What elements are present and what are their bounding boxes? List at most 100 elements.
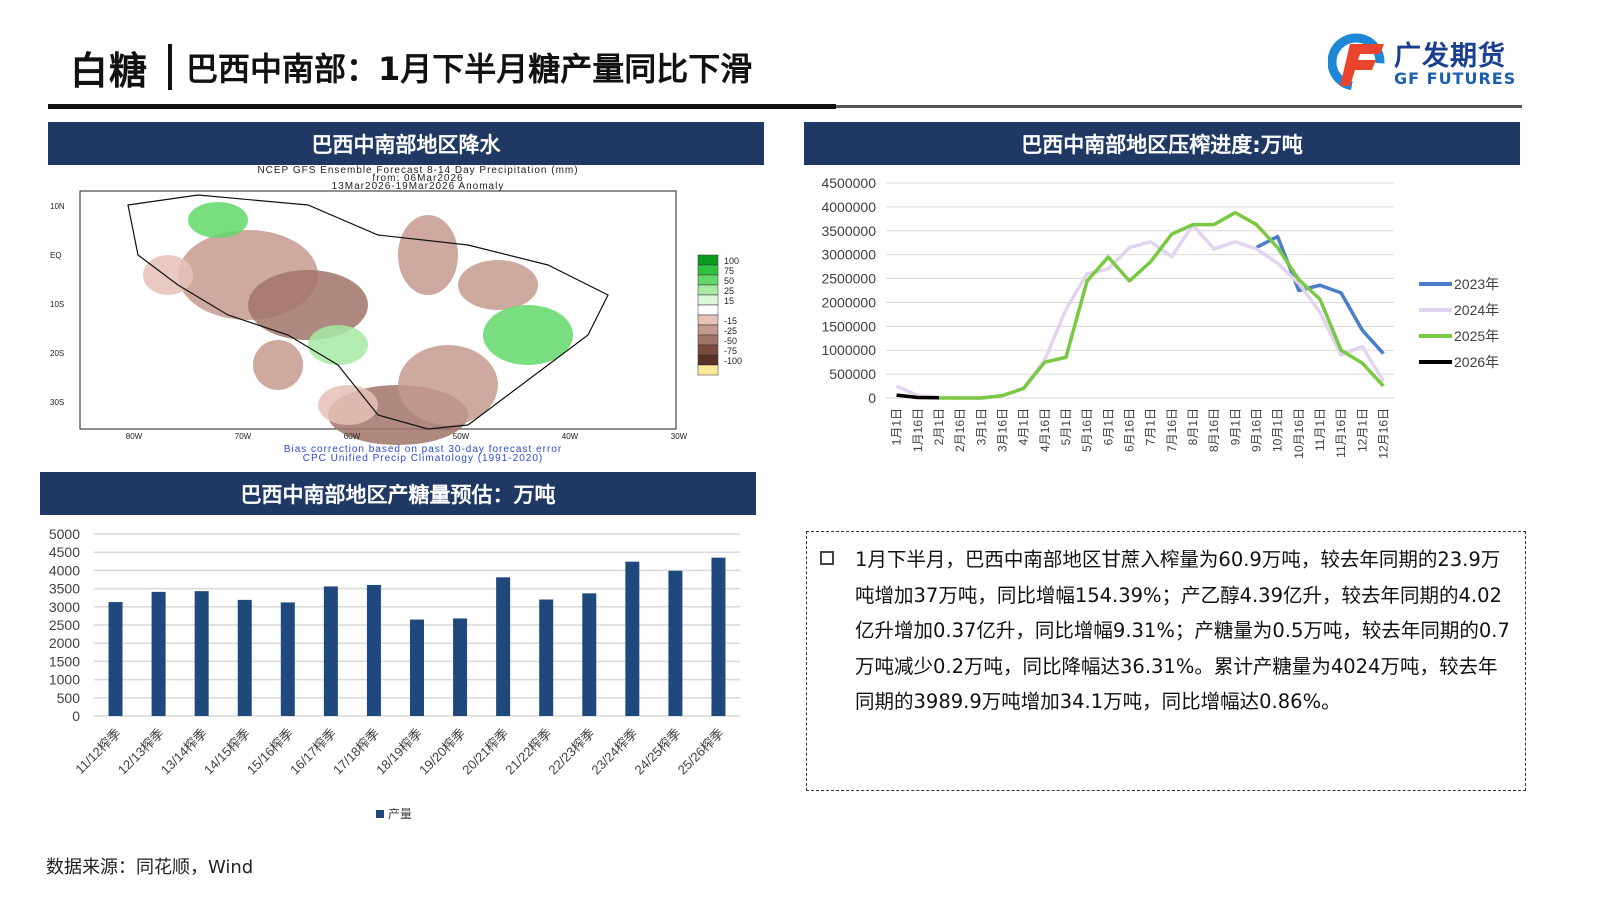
precip-anomaly-area — [483, 305, 573, 365]
square-bullet-icon — [820, 551, 834, 565]
x-tick-label: 7月16日 — [1165, 408, 1179, 452]
y-tick-label: 3000 — [49, 599, 80, 615]
lat-tick-label: 20S — [50, 349, 64, 358]
bar-15/16榨季 — [280, 602, 295, 716]
map-title-line: from: 06Mar2026 — [372, 173, 463, 184]
legend-value: -100 — [724, 356, 742, 366]
y-tick-label: 2500 — [49, 617, 80, 633]
x-tick-label: 21/22榨季 — [502, 726, 554, 778]
lon-tick-label: 30W — [671, 432, 688, 441]
legend-label: 2023年 — [1454, 276, 1499, 292]
y-tick-label: 2000000 — [821, 294, 876, 310]
bar-12/13榨季 — [151, 591, 166, 716]
legend-label: 2026年 — [1454, 354, 1499, 370]
lat-tick-label: 30S — [50, 398, 64, 407]
precip-anomaly-area — [188, 202, 248, 238]
x-tick-label: 5月1日 — [1059, 408, 1073, 445]
map-footer-line: Bias correction based on past 30-day for… — [284, 444, 562, 455]
x-tick-label: 18/19榨季 — [373, 726, 425, 778]
legend-label: 2025年 — [1454, 328, 1499, 344]
lat-tick-label: 10S — [50, 300, 64, 309]
legend-swatch — [697, 314, 719, 326]
gf-futures-logo: 广发期货 GF FUTURES — [1327, 32, 1528, 92]
x-tick-label: 8月1日 — [1186, 408, 1200, 445]
crushing-progress-chart: 0 500000 1000000 1500000 2000000 2500000 30000… — [821, 175, 1499, 459]
series-line-2025年 — [938, 210, 1385, 400]
header-rule — [48, 104, 836, 109]
x-tick-label: 22/23榨季 — [545, 726, 597, 778]
bar-11/12榨季 — [108, 602, 123, 716]
x-tick-label: 6月1日 — [1101, 408, 1115, 445]
legend-swatch — [697, 324, 719, 336]
x-tick-label: 10月16日 — [1292, 408, 1306, 459]
legend-value: 75 — [724, 266, 734, 276]
x-tick-label: 24/25榨季 — [632, 726, 684, 778]
logo-mark-icon — [1327, 33, 1385, 91]
x-tick-label: 12/13榨季 — [115, 726, 167, 778]
x-tick-label: 12月16日 — [1376, 408, 1390, 459]
y-tick-label: 1500000 — [821, 318, 876, 334]
legend-label: 2024年 — [1454, 302, 1499, 318]
x-tick-label: 4月16日 — [1038, 408, 1052, 452]
legend-swatch — [697, 284, 719, 296]
legend-swatch — [697, 294, 719, 306]
precipitation-map: NCEP GFS Ensemble Forecast 8-14 Day Prec… — [48, 165, 764, 465]
legend-swatch — [697, 254, 719, 266]
map-footer-line: CPC Unified Precip Climatology (1991-202… — [303, 453, 543, 464]
x-tick-label: 3月16日 — [995, 408, 1009, 452]
lat-tick-label: EQ — [50, 251, 62, 260]
map-panel-heading: 巴西中南部地区降水 — [48, 122, 764, 165]
legend-swatch — [697, 334, 719, 346]
legend-label: 产量 — [388, 807, 412, 821]
commentary-text: 1月下半月，巴西中南部地区甘蔗入榨量为60.9万吨，较去年同期的23.9万吨增加… — [855, 548, 1510, 713]
series-line-2024年 — [895, 223, 1385, 400]
legend-value: -50 — [724, 336, 737, 346]
bar-chart-heading: 巴西中南部地区产糖量预估：万吨 — [40, 472, 756, 515]
y-tick-label: 0 — [72, 708, 80, 724]
x-tick-label: 5月16日 — [1080, 408, 1094, 452]
legend-swatch — [697, 264, 719, 276]
x-tick-label: 19/20榨季 — [416, 726, 468, 778]
bar-19/20榨季 — [453, 618, 468, 716]
precip-anomaly-area — [398, 215, 458, 295]
legend-value: 15 — [724, 296, 734, 306]
lon-tick-label: 40W — [562, 432, 579, 441]
y-tick-label: 1500 — [49, 653, 80, 669]
bar-13/14榨季 — [194, 591, 209, 716]
lat-tick-label: 10N — [50, 202, 65, 211]
lon-tick-label: 50W — [453, 432, 470, 441]
bar-20/21榨季 — [496, 577, 511, 716]
precip-anomaly-area — [248, 270, 368, 340]
bar-17/18榨季 — [366, 584, 381, 716]
x-tick-label: 2月16日 — [953, 408, 967, 452]
lon-tick-label: 70W — [235, 432, 252, 441]
y-tick-label: 3500 — [49, 581, 80, 597]
precip-anomaly-area — [253, 340, 303, 390]
y-tick-label: 3500000 — [821, 223, 876, 239]
line-chart-heading: 巴西中南部地区压榨进度:万吨 — [804, 122, 1520, 165]
y-tick-label: 4000000 — [821, 199, 876, 215]
bar-21/22榨季 — [539, 599, 554, 716]
commentary-box: 1月下半月，巴西中南部地区甘蔗入榨量为60.9万吨，较去年同期的23.9万吨增加… — [806, 531, 1526, 791]
x-tick-label: 10月1日 — [1271, 408, 1285, 452]
precip-anomaly-area — [458, 260, 538, 310]
x-tick-label: 13/14榨季 — [158, 726, 210, 778]
y-tick-label: 5000 — [49, 526, 80, 542]
x-tick-label: 1月1日 — [890, 408, 904, 445]
x-tick-label: 25/26榨季 — [675, 726, 727, 778]
x-tick-label: 12月1日 — [1355, 408, 1369, 452]
precip-anomaly-area — [308, 325, 368, 365]
legend-value: -15 — [724, 316, 737, 326]
bar-25/26榨季 — [711, 557, 726, 716]
x-tick-label: 1月16日 — [911, 408, 925, 452]
map-title-line: NCEP GFS Ensemble Forecast 8-14 Day Prec… — [257, 165, 578, 176]
y-tick-label: 2500000 — [821, 271, 876, 287]
series-line-2023年 — [1255, 234, 1385, 355]
legend-swatch — [697, 274, 719, 286]
x-tick-label: 8月16日 — [1207, 408, 1221, 452]
x-tick-label: 9月1日 — [1228, 408, 1242, 445]
y-tick-label: 500000 — [829, 366, 876, 382]
x-tick-label: 3月1日 — [974, 408, 988, 445]
south-america-outline — [127, 194, 609, 430]
x-tick-label: 4月1日 — [1017, 408, 1031, 445]
